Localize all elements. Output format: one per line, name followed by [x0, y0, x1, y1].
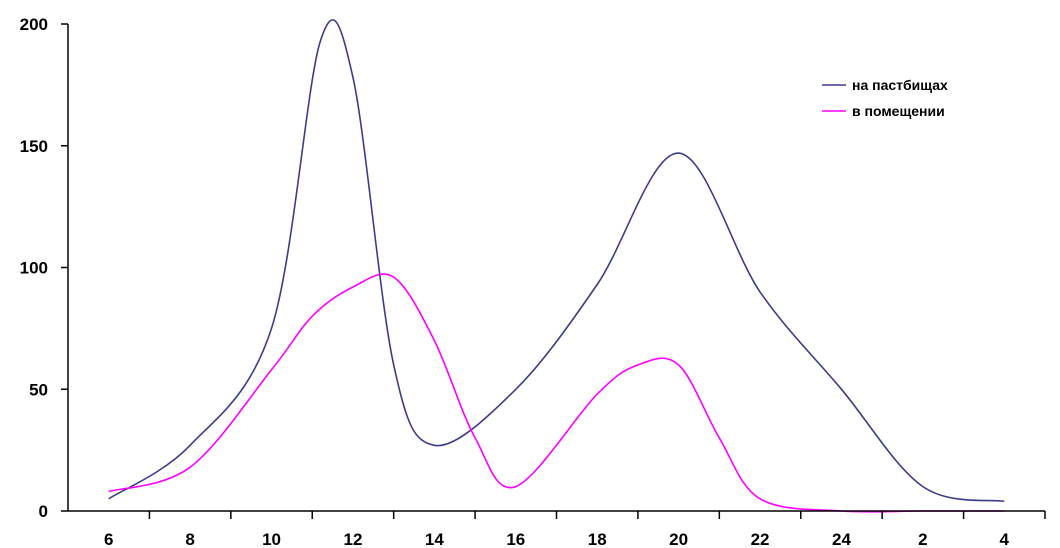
- x-tick-label: 4: [1000, 530, 1010, 548]
- legend-label: в помещении: [852, 103, 945, 119]
- x-tick-label: 18: [588, 530, 607, 548]
- x-tick-label: 2: [918, 530, 927, 548]
- legend: на пастбищах в помещении: [822, 77, 948, 119]
- series-line-1: [108, 273, 1005, 513]
- y-tick-label: 0: [39, 502, 48, 521]
- y-tick-label: 50: [29, 380, 48, 399]
- y-axis-ticks: 0 50 100 150 200: [20, 15, 68, 521]
- x-tick-label: 14: [425, 530, 444, 548]
- x-tick-label: 24: [832, 530, 851, 548]
- x-tick-label: 6: [104, 530, 113, 548]
- y-tick-label: 100: [20, 259, 48, 278]
- x-tick-label: 8: [185, 530, 194, 548]
- x-tick-label: 12: [343, 530, 362, 548]
- series-line-0: [108, 19, 1005, 503]
- x-tick-label: 16: [506, 530, 525, 548]
- legend-label: на пастбищах: [852, 77, 948, 93]
- x-axis-ticks: 6 8 10 12 14 16 18 20 22 24 2 4: [104, 511, 1046, 548]
- y-tick-label: 150: [20, 137, 48, 156]
- plot-area: [108, 19, 1005, 513]
- x-tick-label: 10: [262, 530, 281, 548]
- x-tick-label: 20: [669, 530, 688, 548]
- y-tick-label: 200: [20, 15, 48, 34]
- x-tick-label: 22: [751, 530, 770, 548]
